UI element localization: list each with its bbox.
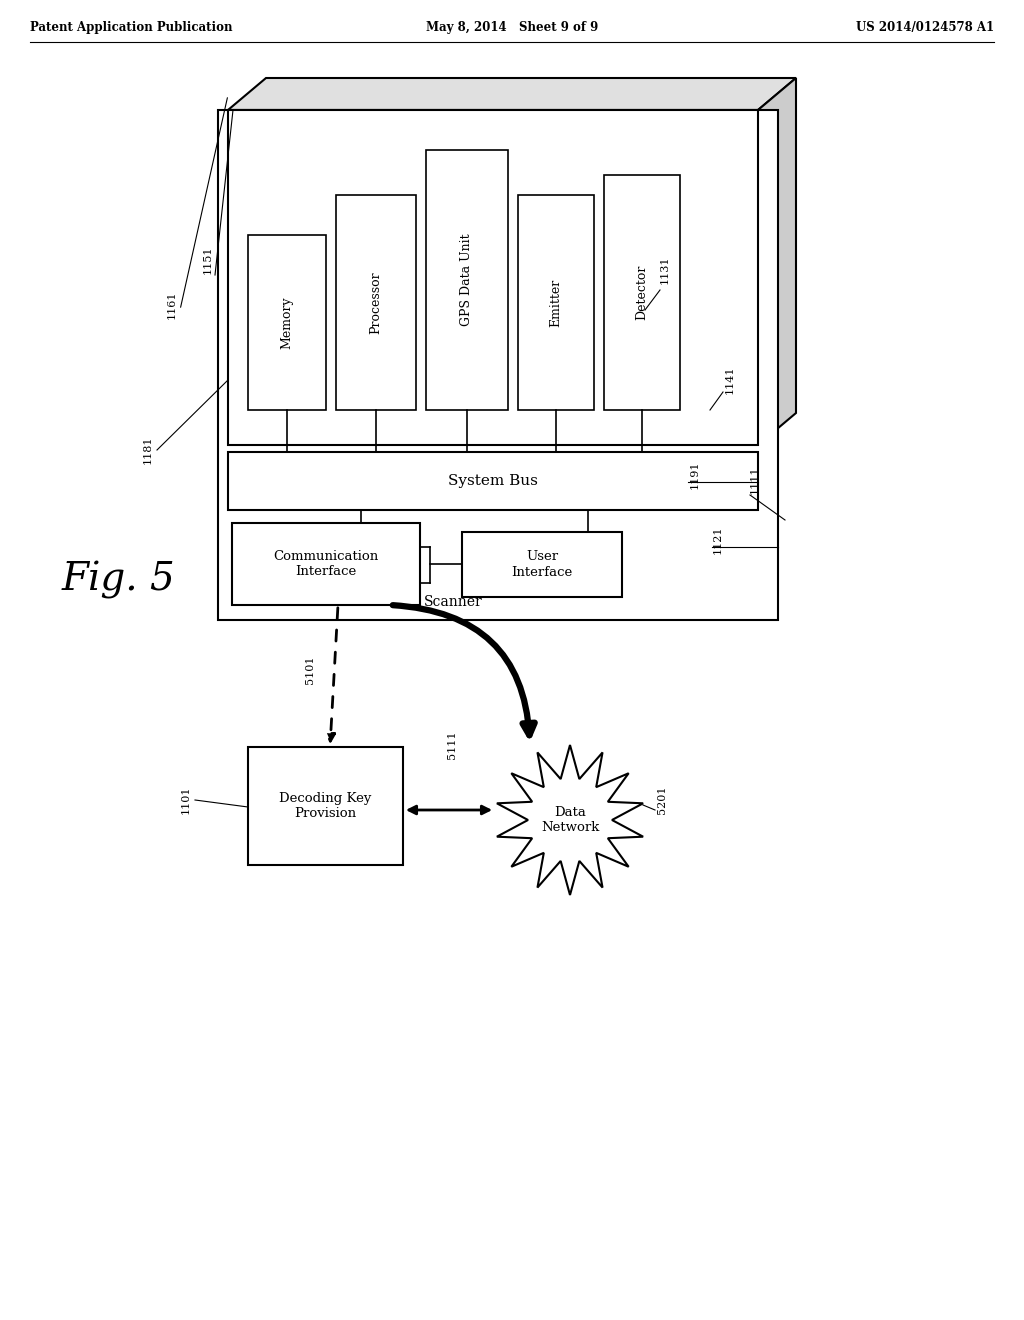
FancyArrowPatch shape: [409, 807, 489, 814]
Text: Fig. 5: Fig. 5: [61, 561, 175, 599]
Bar: [248, 747, 403, 865]
Text: 1131: 1131: [660, 256, 670, 284]
FancyArrowPatch shape: [393, 605, 535, 735]
Text: 5111: 5111: [447, 731, 457, 759]
Text: 1111: 1111: [750, 466, 760, 494]
Polygon shape: [497, 744, 643, 895]
Bar: [336, 195, 416, 411]
Text: Data
Network: Data Network: [541, 807, 599, 834]
Polygon shape: [228, 78, 796, 110]
Bar: [248, 235, 326, 411]
Text: Detector: Detector: [636, 265, 648, 321]
Bar: [426, 150, 508, 411]
Text: 1121: 1121: [713, 525, 723, 554]
Text: Processor: Processor: [370, 271, 383, 334]
Bar: [228, 451, 758, 510]
Bar: [462, 532, 622, 597]
Text: 5101: 5101: [305, 656, 315, 684]
Bar: [604, 176, 680, 411]
Text: GPS Data Unit: GPS Data Unit: [461, 234, 473, 326]
Text: 1101: 1101: [181, 785, 191, 814]
FancyArrowPatch shape: [327, 607, 338, 741]
Text: May 8, 2014   Sheet 9 of 9: May 8, 2014 Sheet 9 of 9: [426, 21, 598, 33]
Text: Communication
Interface: Communication Interface: [273, 550, 379, 578]
Text: Patent Application Publication: Patent Application Publication: [30, 21, 232, 33]
Text: Memory: Memory: [281, 296, 294, 348]
Text: US 2014/0124578 A1: US 2014/0124578 A1: [856, 21, 994, 33]
Text: 1151: 1151: [203, 246, 213, 275]
Bar: [228, 110, 758, 445]
Text: Emitter: Emitter: [550, 279, 562, 326]
Bar: [232, 523, 420, 605]
Bar: [218, 110, 778, 620]
Text: 1161: 1161: [167, 290, 177, 319]
Text: Scanner: Scanner: [424, 595, 482, 609]
Polygon shape: [758, 78, 796, 445]
Text: 1141: 1141: [725, 366, 735, 395]
Text: User
Interface: User Interface: [511, 550, 572, 578]
Text: Decoding Key
Provision: Decoding Key Provision: [280, 792, 372, 820]
Text: 1181: 1181: [143, 436, 153, 465]
Text: System Bus: System Bus: [449, 474, 538, 488]
Text: 5201: 5201: [657, 785, 667, 814]
Text: 1191: 1191: [690, 461, 700, 490]
Bar: [518, 195, 594, 411]
